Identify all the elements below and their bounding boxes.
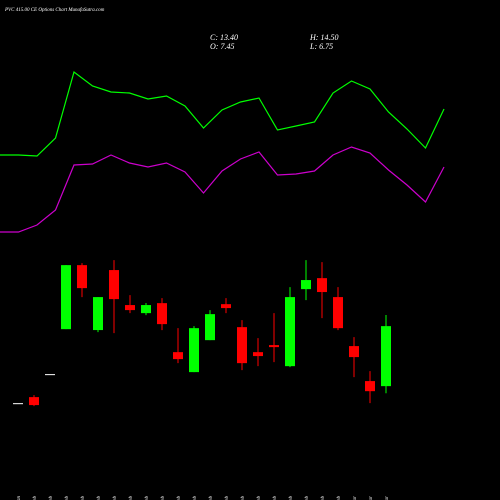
candle-body — [301, 280, 311, 290]
x-tick-label: 17 Feb — [193, 496, 198, 500]
candle-body — [333, 297, 343, 329]
x-tick-label: 12 Feb — [145, 496, 150, 500]
x-tick-label: 28 Feb — [337, 496, 342, 500]
x-tick-label: 30 Jan — [17, 496, 22, 500]
candle-body — [77, 265, 87, 289]
info-high: H: 14.50 — [309, 33, 338, 42]
candle-body — [253, 352, 263, 357]
x-tick-label: 03 Feb — [49, 496, 54, 500]
x-tick-label: 01 Feb — [33, 496, 38, 500]
x-tick-label: 27 Feb — [321, 496, 326, 500]
x-tick-label: 13 Feb — [161, 496, 166, 500]
x-tick-label: 14 Feb — [177, 496, 182, 500]
x-tick-label: 05 Mar — [385, 496, 390, 500]
candle-body — [109, 270, 119, 300]
info-open: O: 7.45 — [210, 42, 234, 51]
candle-body — [173, 352, 183, 360]
x-tick-label: 04 Mar — [369, 496, 374, 500]
candle-body — [365, 381, 375, 392]
x-tick-label: 11 Feb — [129, 496, 134, 500]
x-tick-label: 10 Feb — [113, 496, 118, 500]
candle-body — [205, 314, 215, 341]
candle-body — [45, 374, 55, 376]
candle-body — [157, 303, 167, 325]
candle-body — [221, 304, 231, 309]
candle-body — [93, 297, 103, 331]
x-tick-label: 05 Feb — [81, 496, 86, 500]
info-close: C: 13.40 — [210, 33, 238, 42]
indicator-line — [0, 70, 445, 157]
x-tick-label: 19 Feb — [225, 496, 230, 500]
x-tick-label: 06 Feb — [97, 496, 102, 500]
x-tick-label: 25 Feb — [289, 496, 294, 500]
candle-body — [29, 397, 39, 406]
x-tick-label: 18 Feb — [209, 496, 214, 500]
candle-body — [285, 297, 295, 367]
x-tick-label: 21 Feb — [257, 496, 262, 500]
candle-body — [125, 305, 135, 311]
candle-body — [13, 403, 23, 405]
x-tick-label: 20 Feb — [241, 496, 246, 500]
candle-body — [381, 326, 391, 387]
candle-body — [269, 345, 279, 348]
candle-body — [141, 305, 151, 314]
chart-title: PVC 415.00 CE Options Chart MunafaSutra.… — [4, 8, 105, 13]
x-tick-label: 26 Feb — [305, 496, 310, 500]
x-tick-label: 24 Feb — [273, 496, 278, 500]
candle-body — [61, 265, 71, 330]
indicator-line — [0, 146, 445, 233]
x-tick-label: 04 Feb — [65, 496, 70, 500]
candle-body — [189, 328, 199, 373]
x-tick-label: 03 Mar — [353, 496, 358, 500]
candle-body — [317, 278, 327, 293]
info-low: L: 6.75 — [309, 42, 333, 51]
candle-body — [349, 346, 359, 358]
candle-body — [237, 327, 247, 364]
